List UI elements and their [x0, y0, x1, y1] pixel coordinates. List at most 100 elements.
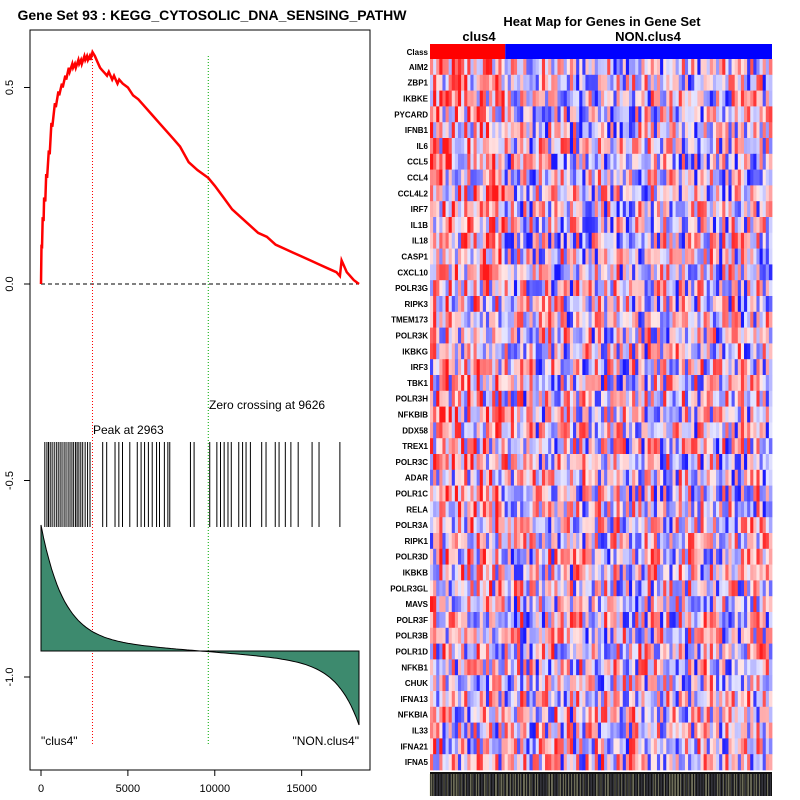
- heatmap-cell: [675, 327, 680, 344]
- heatmap-cell: [666, 296, 670, 313]
- heatmap-cell: [470, 454, 474, 471]
- heatmap-cell: [607, 643, 611, 660]
- heatmap-cell: [513, 612, 518, 629]
- heatmap-cell: [523, 185, 527, 202]
- heatmap-cell: [482, 90, 487, 107]
- heatmap-cell: [451, 643, 456, 660]
- heatmap-cell: [551, 296, 555, 313]
- heatmap-cell: [532, 280, 537, 297]
- heatmap-cell: [520, 722, 524, 739]
- heatmap-cell: [588, 90, 593, 107]
- heatmap-cell: [716, 706, 720, 723]
- heatmap-cell: [479, 675, 484, 692]
- heatmap-cell: [622, 90, 627, 107]
- heatmap-cell: [712, 327, 717, 344]
- heatmap-cell: [541, 533, 546, 550]
- heatmap-cell: [747, 248, 751, 265]
- heatmap-cell: [504, 122, 509, 139]
- heatmap-cell: [734, 722, 739, 739]
- heatmap-cell: [610, 153, 614, 170]
- heatmap-cell: [607, 548, 611, 565]
- heatmap-cell: [650, 390, 655, 407]
- heatmap-cell: [454, 501, 459, 518]
- heatmap-cell: [731, 169, 736, 186]
- heatmap-cell: [454, 343, 459, 360]
- heatmap-cell: [517, 74, 521, 91]
- heatmap-cell: [610, 248, 614, 265]
- heatmap-cell: [485, 691, 490, 708]
- heatmap-cell: [442, 169, 446, 186]
- heatmap-cell: [451, 153, 456, 170]
- heatmap-cell: [716, 359, 720, 376]
- heatmap-cell: [663, 596, 667, 613]
- heatmap-cell: [607, 153, 611, 170]
- heatmap-cell: [470, 185, 474, 202]
- heatmap-cell: [504, 248, 509, 265]
- heatmap-cell: [551, 643, 555, 660]
- heatmap-cell: [697, 627, 701, 644]
- heatmap-cell: [451, 90, 456, 107]
- heatmap-cell: [663, 612, 667, 629]
- heatmap-cell: [663, 738, 667, 755]
- heatmap-cell: [681, 454, 686, 471]
- heatmap-cell: [703, 59, 708, 76]
- heatmap-cell: [719, 517, 723, 534]
- heatmap-cell: [653, 185, 658, 202]
- heatmap-cell: [753, 691, 757, 708]
- heatmap-cell: [551, 201, 555, 218]
- heatmap-cell: [579, 311, 583, 328]
- heatmap-cell: [647, 311, 652, 328]
- heatmap-cell: [731, 533, 736, 550]
- heatmap-cell: [709, 59, 714, 76]
- heatmap-cell: [656, 327, 661, 344]
- heatmap-cell: [436, 406, 440, 423]
- heatmap-cell: [756, 564, 760, 581]
- heatmap-cell: [541, 612, 546, 629]
- heatmap-cell: [436, 580, 440, 597]
- heatmap-cell: [632, 327, 636, 344]
- heatmap-cell: [747, 643, 751, 660]
- heatmap-cell: [554, 122, 558, 139]
- heatmap-cell: [532, 232, 537, 249]
- heatmap-cell: [464, 422, 468, 439]
- heatmap-cell: [616, 564, 621, 581]
- heatmap-cell: [744, 122, 748, 139]
- heatmap-cell: [457, 706, 462, 723]
- heatmap-cell: [457, 675, 462, 692]
- heatmap-cell: [454, 327, 459, 344]
- heatmap-cell: [684, 406, 689, 423]
- heatmap-cell: [719, 438, 723, 455]
- heatmap-cell: [641, 106, 645, 123]
- heatmap-cell: [510, 517, 515, 534]
- heatmap-cell: [451, 612, 456, 629]
- heatmap-cell: [445, 185, 450, 202]
- heatmap-cell: [722, 596, 726, 613]
- heatmap-cell: [601, 454, 605, 471]
- heatmap-cell: [535, 580, 540, 597]
- heatmap-cell: [747, 106, 751, 123]
- heatmap-cell: [545, 106, 549, 123]
- heatmap-cell: [622, 59, 627, 76]
- heatmap-cell: [647, 469, 652, 486]
- heatmap-cell: [744, 106, 748, 123]
- heatmap-cell: [712, 454, 717, 471]
- heatmap-cell: [473, 311, 478, 328]
- heatmap-cell: [554, 153, 558, 170]
- heatmap-cell: [719, 280, 723, 297]
- heatmap-cell: [653, 438, 658, 455]
- heatmap-cell: [635, 691, 639, 708]
- heatmap-cell: [672, 327, 677, 344]
- heatmap-cell: [585, 375, 589, 392]
- heatmap-cell: [594, 643, 599, 660]
- heatmap-cell: [628, 722, 633, 739]
- heatmap-cell: [756, 248, 760, 265]
- heatmap-cell: [753, 122, 757, 139]
- heatmap-cell: [479, 564, 484, 581]
- heatmap-cell: [660, 564, 664, 581]
- heatmap-cell: [694, 122, 698, 139]
- heatmap-cell: [501, 706, 506, 723]
- heatmap-cell: [448, 169, 453, 186]
- heatmap-cell: [653, 359, 658, 376]
- heatmap-cell: [563, 501, 568, 518]
- heatmap-cell: [545, 375, 549, 392]
